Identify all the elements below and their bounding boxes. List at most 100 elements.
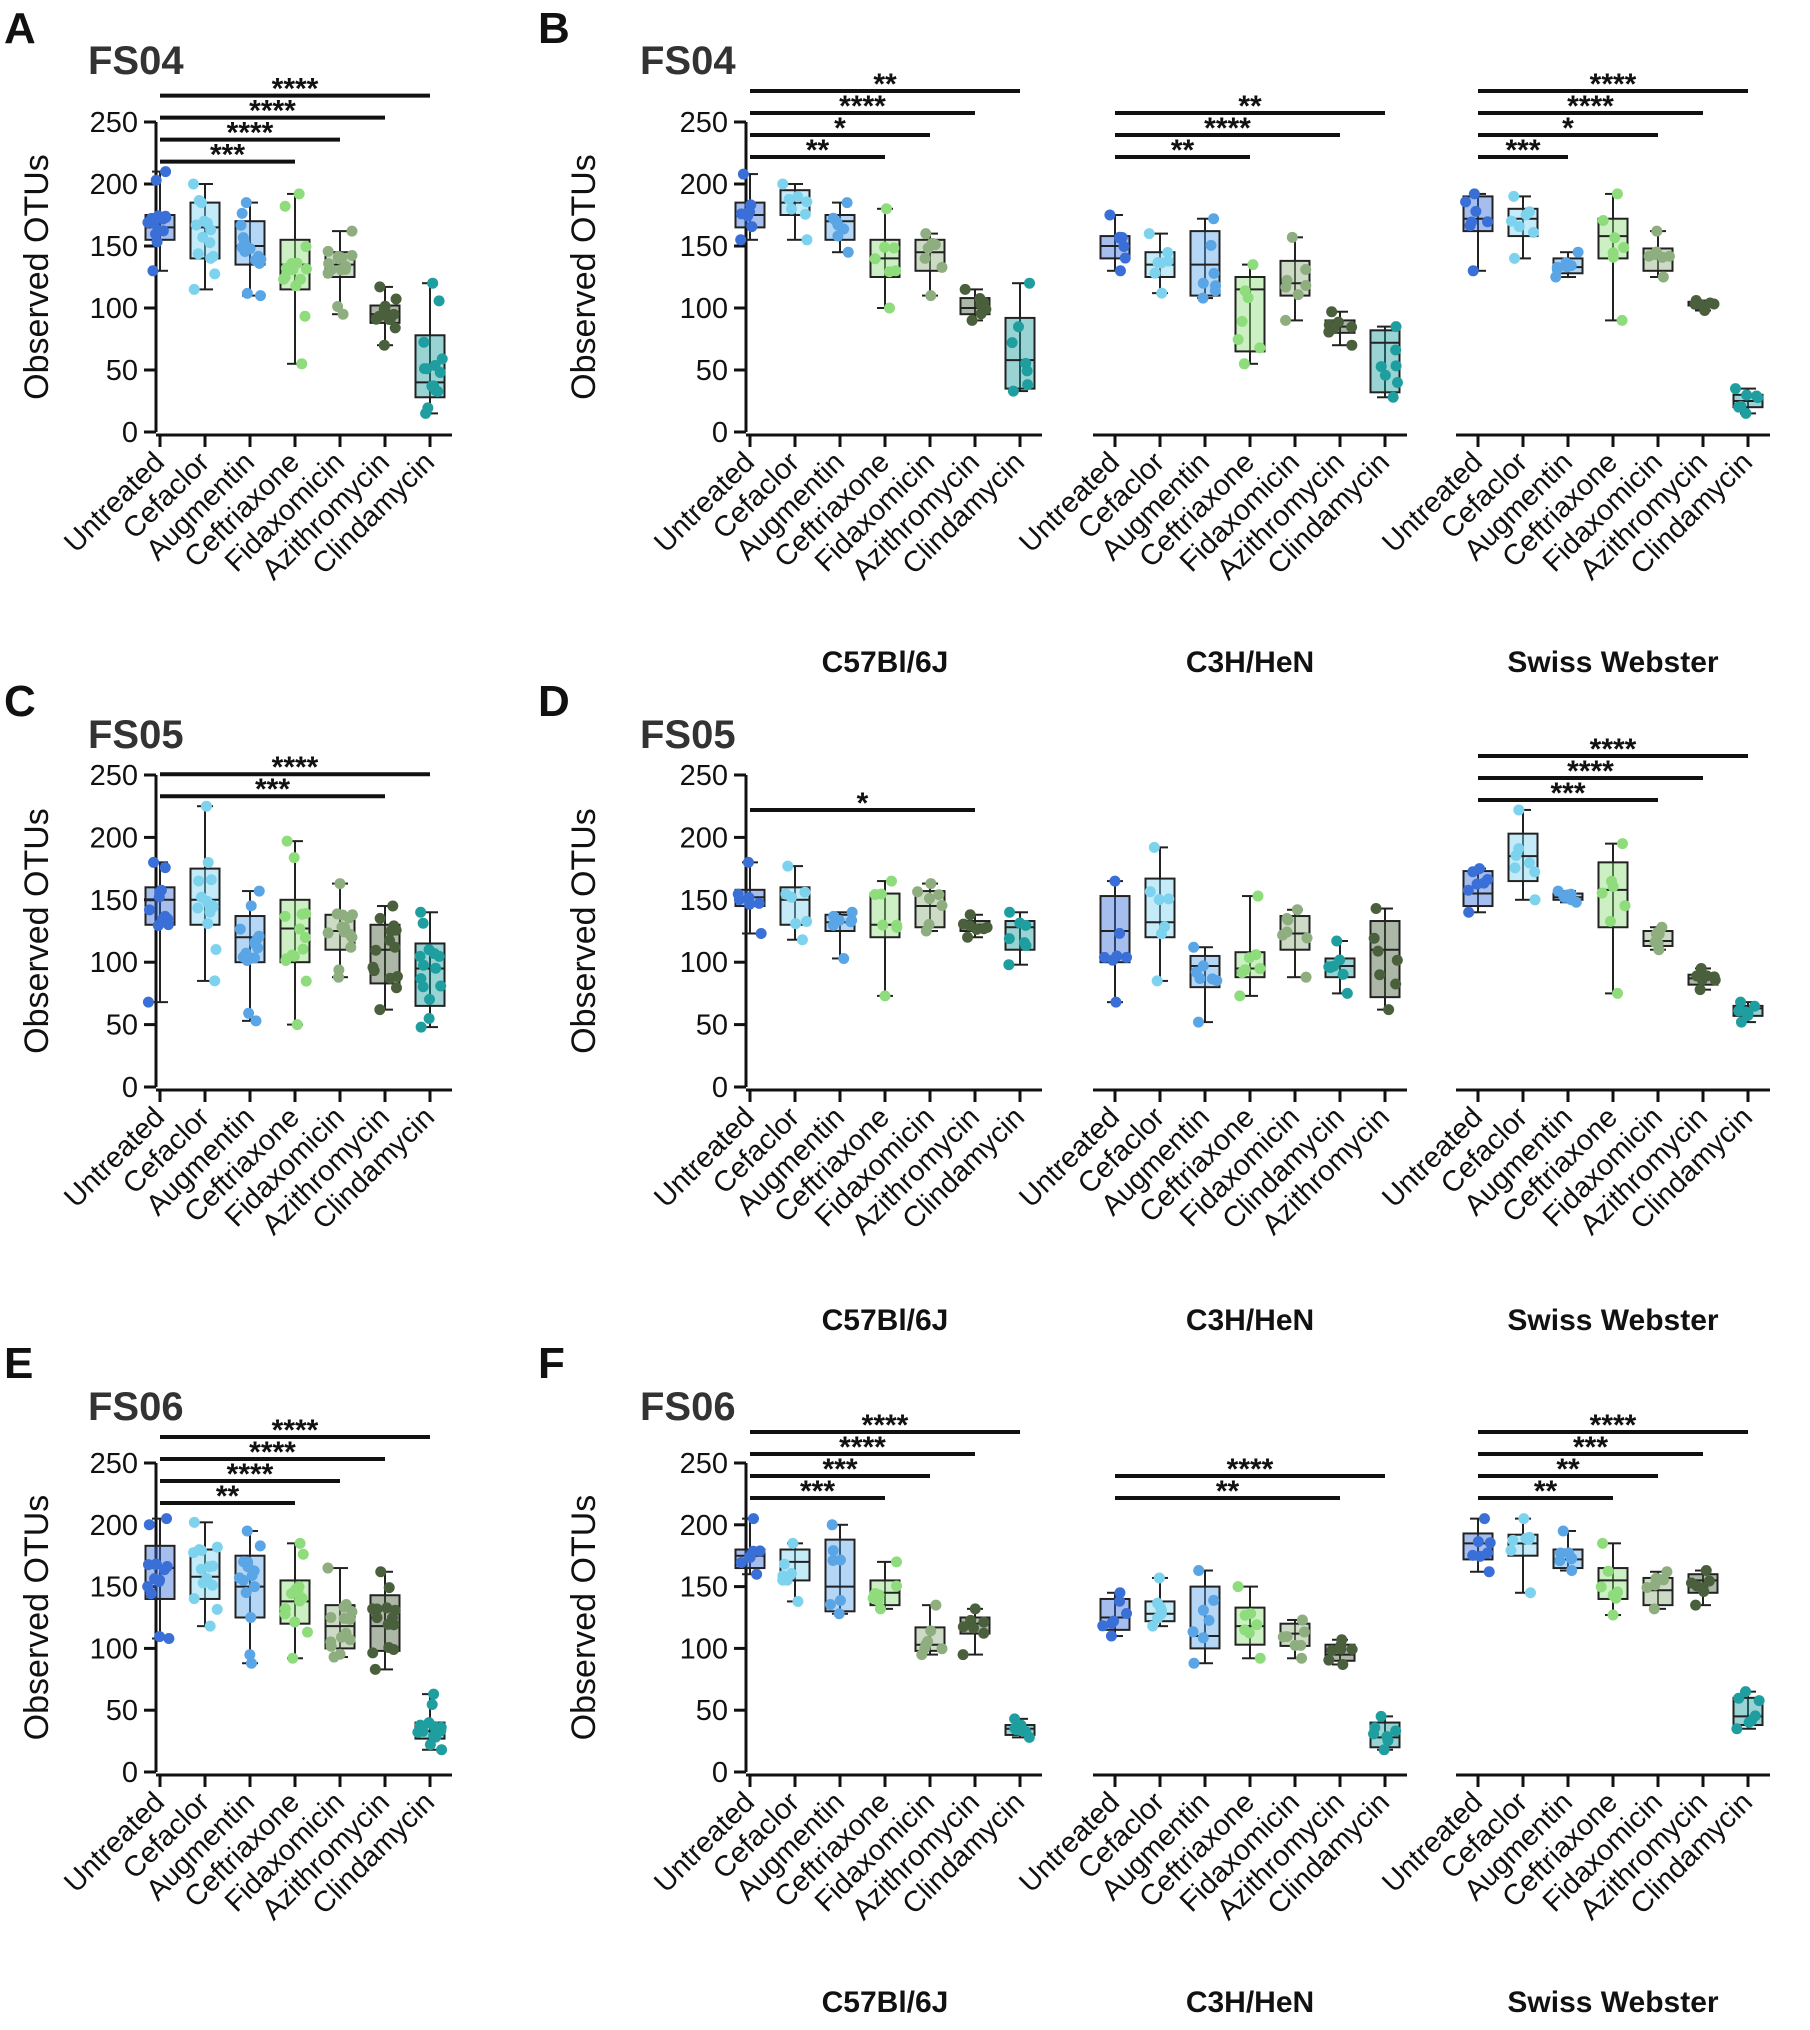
significance-bar: **** — [1478, 90, 1703, 123]
data-point — [1143, 228, 1155, 240]
data-point — [414, 950, 426, 962]
data-point — [1193, 1565, 1205, 1577]
box-cefaclor — [188, 1516, 223, 1632]
data-point — [1190, 966, 1202, 978]
data-point — [1254, 1652, 1266, 1664]
data-point — [332, 251, 344, 263]
y-tick-label: 0 — [712, 1072, 728, 1104]
box-azithromycin — [367, 1566, 401, 1675]
data-point — [930, 1599, 942, 1611]
data-point — [1153, 894, 1165, 906]
y-axis-title: Observed OTUs — [18, 154, 56, 400]
data-point — [245, 1611, 257, 1623]
data-point — [1163, 893, 1175, 905]
data-point — [1114, 232, 1126, 244]
data-point — [1731, 1723, 1743, 1735]
box-azithromycin — [1687, 295, 1720, 316]
data-point — [1390, 1725, 1402, 1737]
data-point — [1616, 838, 1628, 850]
box-untreated — [1099, 209, 1131, 277]
data-point — [1529, 866, 1541, 878]
data-point — [1004, 906, 1016, 918]
data-point — [1109, 875, 1121, 887]
data-point — [1300, 264, 1312, 276]
data-point — [240, 197, 252, 209]
significance-bar: ** — [1115, 134, 1250, 167]
data-point — [1649, 936, 1661, 948]
data-point — [969, 1603, 981, 1615]
data-point — [875, 888, 887, 900]
significance-bar: **** — [160, 751, 430, 784]
panel-title: FS04 — [640, 39, 736, 83]
data-point — [1326, 1644, 1338, 1656]
significance-label: ** — [1171, 134, 1195, 167]
box-ceftriaxone — [1596, 838, 1631, 999]
data-point — [300, 975, 312, 987]
data-point — [370, 313, 382, 325]
data-point — [785, 203, 797, 215]
box-azithromycin — [1685, 1565, 1719, 1611]
data-point — [146, 212, 158, 224]
data-point — [428, 1730, 440, 1742]
box-azithromycin — [1323, 306, 1358, 351]
data-point — [1369, 1722, 1381, 1734]
data-point — [286, 949, 298, 961]
group-1: UntreatedCefaclorAugmentinCeftriaxoneFid… — [648, 856, 1042, 1337]
data-point — [289, 1616, 301, 1628]
data-point — [417, 917, 429, 929]
y-tick-label: 150 — [680, 1572, 728, 1604]
data-point — [1390, 978, 1402, 990]
data-point — [1690, 295, 1702, 307]
data-point — [201, 895, 213, 907]
data-point — [833, 1608, 845, 1620]
data-point — [1209, 285, 1221, 297]
data-point — [1510, 850, 1522, 862]
group-label: Swiss Webster — [1507, 1986, 1719, 2019]
data-point — [1597, 215, 1609, 227]
significance-label: **** — [272, 1414, 319, 1447]
data-point — [920, 1639, 932, 1651]
box-clindamycin — [412, 1688, 448, 1756]
significance-label: ** — [1534, 1475, 1558, 1508]
data-point — [1324, 961, 1336, 973]
data-point — [157, 213, 169, 225]
data-point — [1252, 890, 1264, 902]
data-point — [891, 919, 903, 931]
data-point — [148, 856, 160, 868]
significance-bar: *** — [1478, 777, 1658, 810]
data-point — [381, 1602, 393, 1614]
data-point — [1650, 1572, 1662, 1584]
data-point — [294, 923, 306, 935]
data-point — [1149, 267, 1161, 279]
data-point — [1024, 277, 1036, 289]
data-point — [428, 948, 440, 960]
data-point — [200, 800, 212, 812]
data-point — [925, 878, 937, 890]
box-untreated — [142, 1513, 176, 1645]
data-point — [827, 1545, 839, 1557]
data-point — [1298, 1626, 1310, 1638]
data-point — [382, 1618, 394, 1630]
data-point — [297, 943, 309, 955]
significance-label: **** — [249, 95, 296, 128]
box-azithromycin — [367, 900, 403, 1016]
data-point — [235, 219, 247, 231]
data-point — [888, 242, 900, 254]
box-untreated — [1098, 875, 1133, 1008]
significance-bar: *** — [750, 1453, 930, 1486]
data-point — [1381, 1731, 1393, 1743]
data-point — [1289, 1639, 1301, 1651]
data-point — [1155, 1608, 1167, 1620]
data-point — [195, 1563, 207, 1575]
significance-bar: **** — [160, 1414, 430, 1447]
data-point — [1752, 392, 1764, 404]
box-fidaxomicin — [1277, 904, 1313, 983]
data-point — [879, 990, 891, 1002]
significance-bar: **** — [1115, 1453, 1385, 1486]
data-point — [387, 900, 399, 912]
data-point — [188, 1516, 200, 1528]
data-point — [294, 1537, 306, 1549]
data-point — [1118, 241, 1130, 253]
data-point — [236, 207, 248, 219]
